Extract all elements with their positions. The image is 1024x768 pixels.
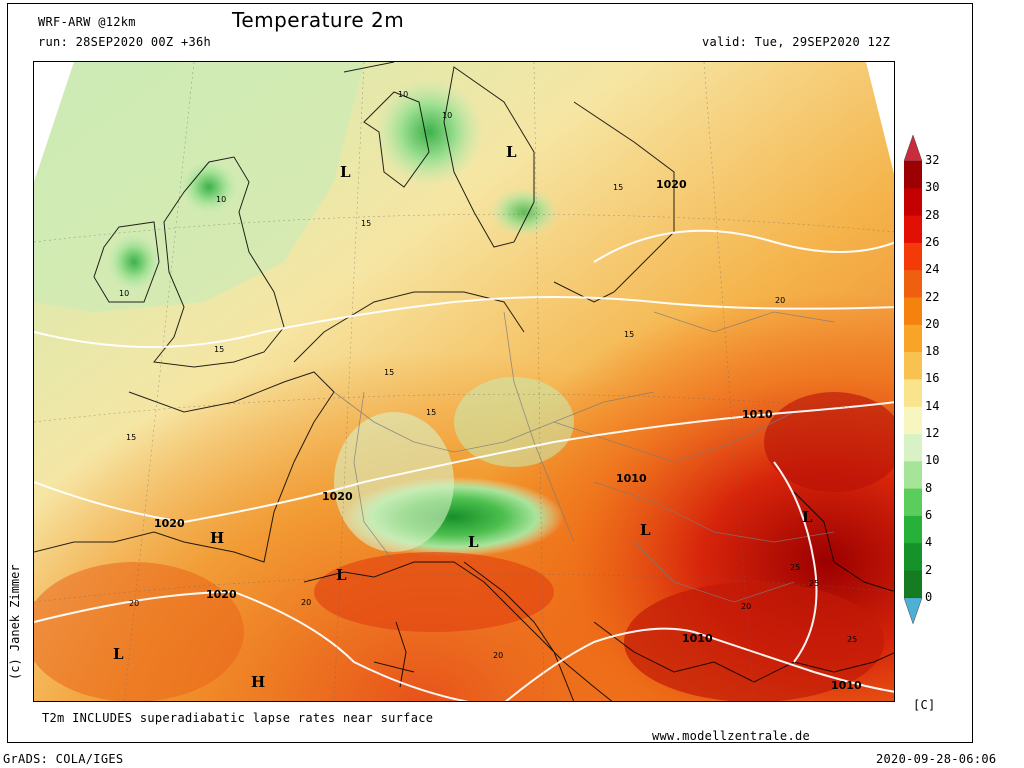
colorbar-tick-label: 10 [925,453,940,468]
colorbar-tick-label: 26 [925,234,940,249]
colorbar-tick-label: 22 [925,289,940,304]
colorbar-min-arrow [903,597,923,625]
high-pressure-marker: H [251,673,265,691]
run-label: run: 28SEP2020 00Z +36h [38,35,212,49]
colorbar-tick-label: 32 [925,153,940,167]
isotherm-label: 15 [624,330,634,339]
isotherm-label: 15 [426,408,436,417]
colorbar-swatch [904,297,922,326]
colorbar [903,135,923,625]
colorbar-swatch [904,488,922,517]
valid-label: valid: Tue, 29SEP2020 12Z [702,35,891,49]
colorbar-tick-label: 16 [925,371,940,386]
colorbar-swatch [904,461,922,490]
colorbar-swatch [904,434,922,462]
colorbar-tick-label: 8 [925,480,933,495]
colorbar-tick-label: 28 [925,207,940,222]
colorbar-swatch [904,543,922,571]
isotherm-label: 15 [361,219,371,228]
isotherm-label: 20 [301,598,311,607]
colorbar-tick-label: 18 [925,344,940,359]
colorbar-swatch [904,379,922,408]
low-pressure-marker: L [336,566,347,584]
isobar-label: 1010 [742,408,773,421]
colorbar-max-arrow [903,135,923,162]
isotherm-label: 10 [398,90,408,99]
chart-title: Temperature 2m [232,8,405,32]
colorbar-tick-label: 24 [925,262,940,277]
colorbar-tick-label: 2 [925,562,933,577]
colorbar-tick-label: 4 [925,535,933,550]
low-pressure-marker: L [113,645,124,663]
low-pressure-marker: L [802,508,813,526]
website-label: www.modellzentrale.de [652,729,811,743]
isotherm-label: 25 [790,563,800,572]
isobar-label: 1010 [831,679,862,692]
isobar-label: 1010 [616,472,647,485]
colorbar-swatch [904,406,922,435]
isobar-label: 1020 [322,490,353,503]
isotherm-label: 10 [442,111,452,120]
colorbar-swatch [904,270,922,298]
grads-label: GrADS: COLA/IGES [3,752,124,766]
isotherm-label: 25 [809,579,819,588]
isotherm-label: 15 [613,183,623,192]
plot-frame [7,3,973,743]
footer-note: T2m INCLUDES superadiabatic lapse rates … [42,711,434,725]
isotherm-label: 15 [214,345,224,354]
low-pressure-marker: L [468,533,479,551]
low-pressure-marker: L [640,521,651,539]
isotherm-label: 15 [126,433,136,442]
low-pressure-marker: L [340,163,351,181]
isotherm-label: 20 [493,651,503,660]
temperature-map: 1020 1020 1020 1020 1010 1010 1010 1010 … [33,61,895,702]
colorbar-swatch [904,352,922,380]
colorbar-swatch [904,570,922,599]
isobar-label: 1020 [206,588,237,601]
isotherm-label: 15 [384,368,394,377]
colorbar-swatch [904,188,922,217]
colorbar-swatch [904,324,922,353]
colorbar-swatch [904,215,922,244]
colorbar-tick-label: 20 [925,316,940,331]
isotherm-label: 10 [216,195,226,204]
high-pressure-marker: H [210,529,224,547]
colorbar-tick-label: 30 [925,180,940,195]
low-pressure-marker: L [506,143,517,161]
colorbar-swatch [904,242,922,271]
isobar-label: 1020 [656,178,687,191]
colorbar-tick-label: 12 [925,426,940,440]
isotherm-label: 20 [741,602,751,611]
colorbar-swatch [904,515,922,544]
isobar-label: 1020 [154,517,185,530]
isotherm-label: 25 [847,635,857,644]
colorbar-tick-label: 14 [925,398,940,413]
timestamp-label: 2020-09-28-06:06 [876,752,997,766]
model-label: WRF-ARW @12km [38,15,136,29]
colorbar-swatch [904,161,922,189]
colorbar-tick-label: 6 [925,507,933,522]
isotherm-label: 10 [119,289,129,298]
colorbar-tick-label: 0 [925,589,933,604]
isobar-label: 1010 [682,632,713,645]
unit-label: [C] [913,698,936,712]
isotherm-label: 20 [129,599,139,608]
isotherm-label: 20 [775,296,785,305]
credit-label: (c) Janek Zimmer [8,564,22,680]
